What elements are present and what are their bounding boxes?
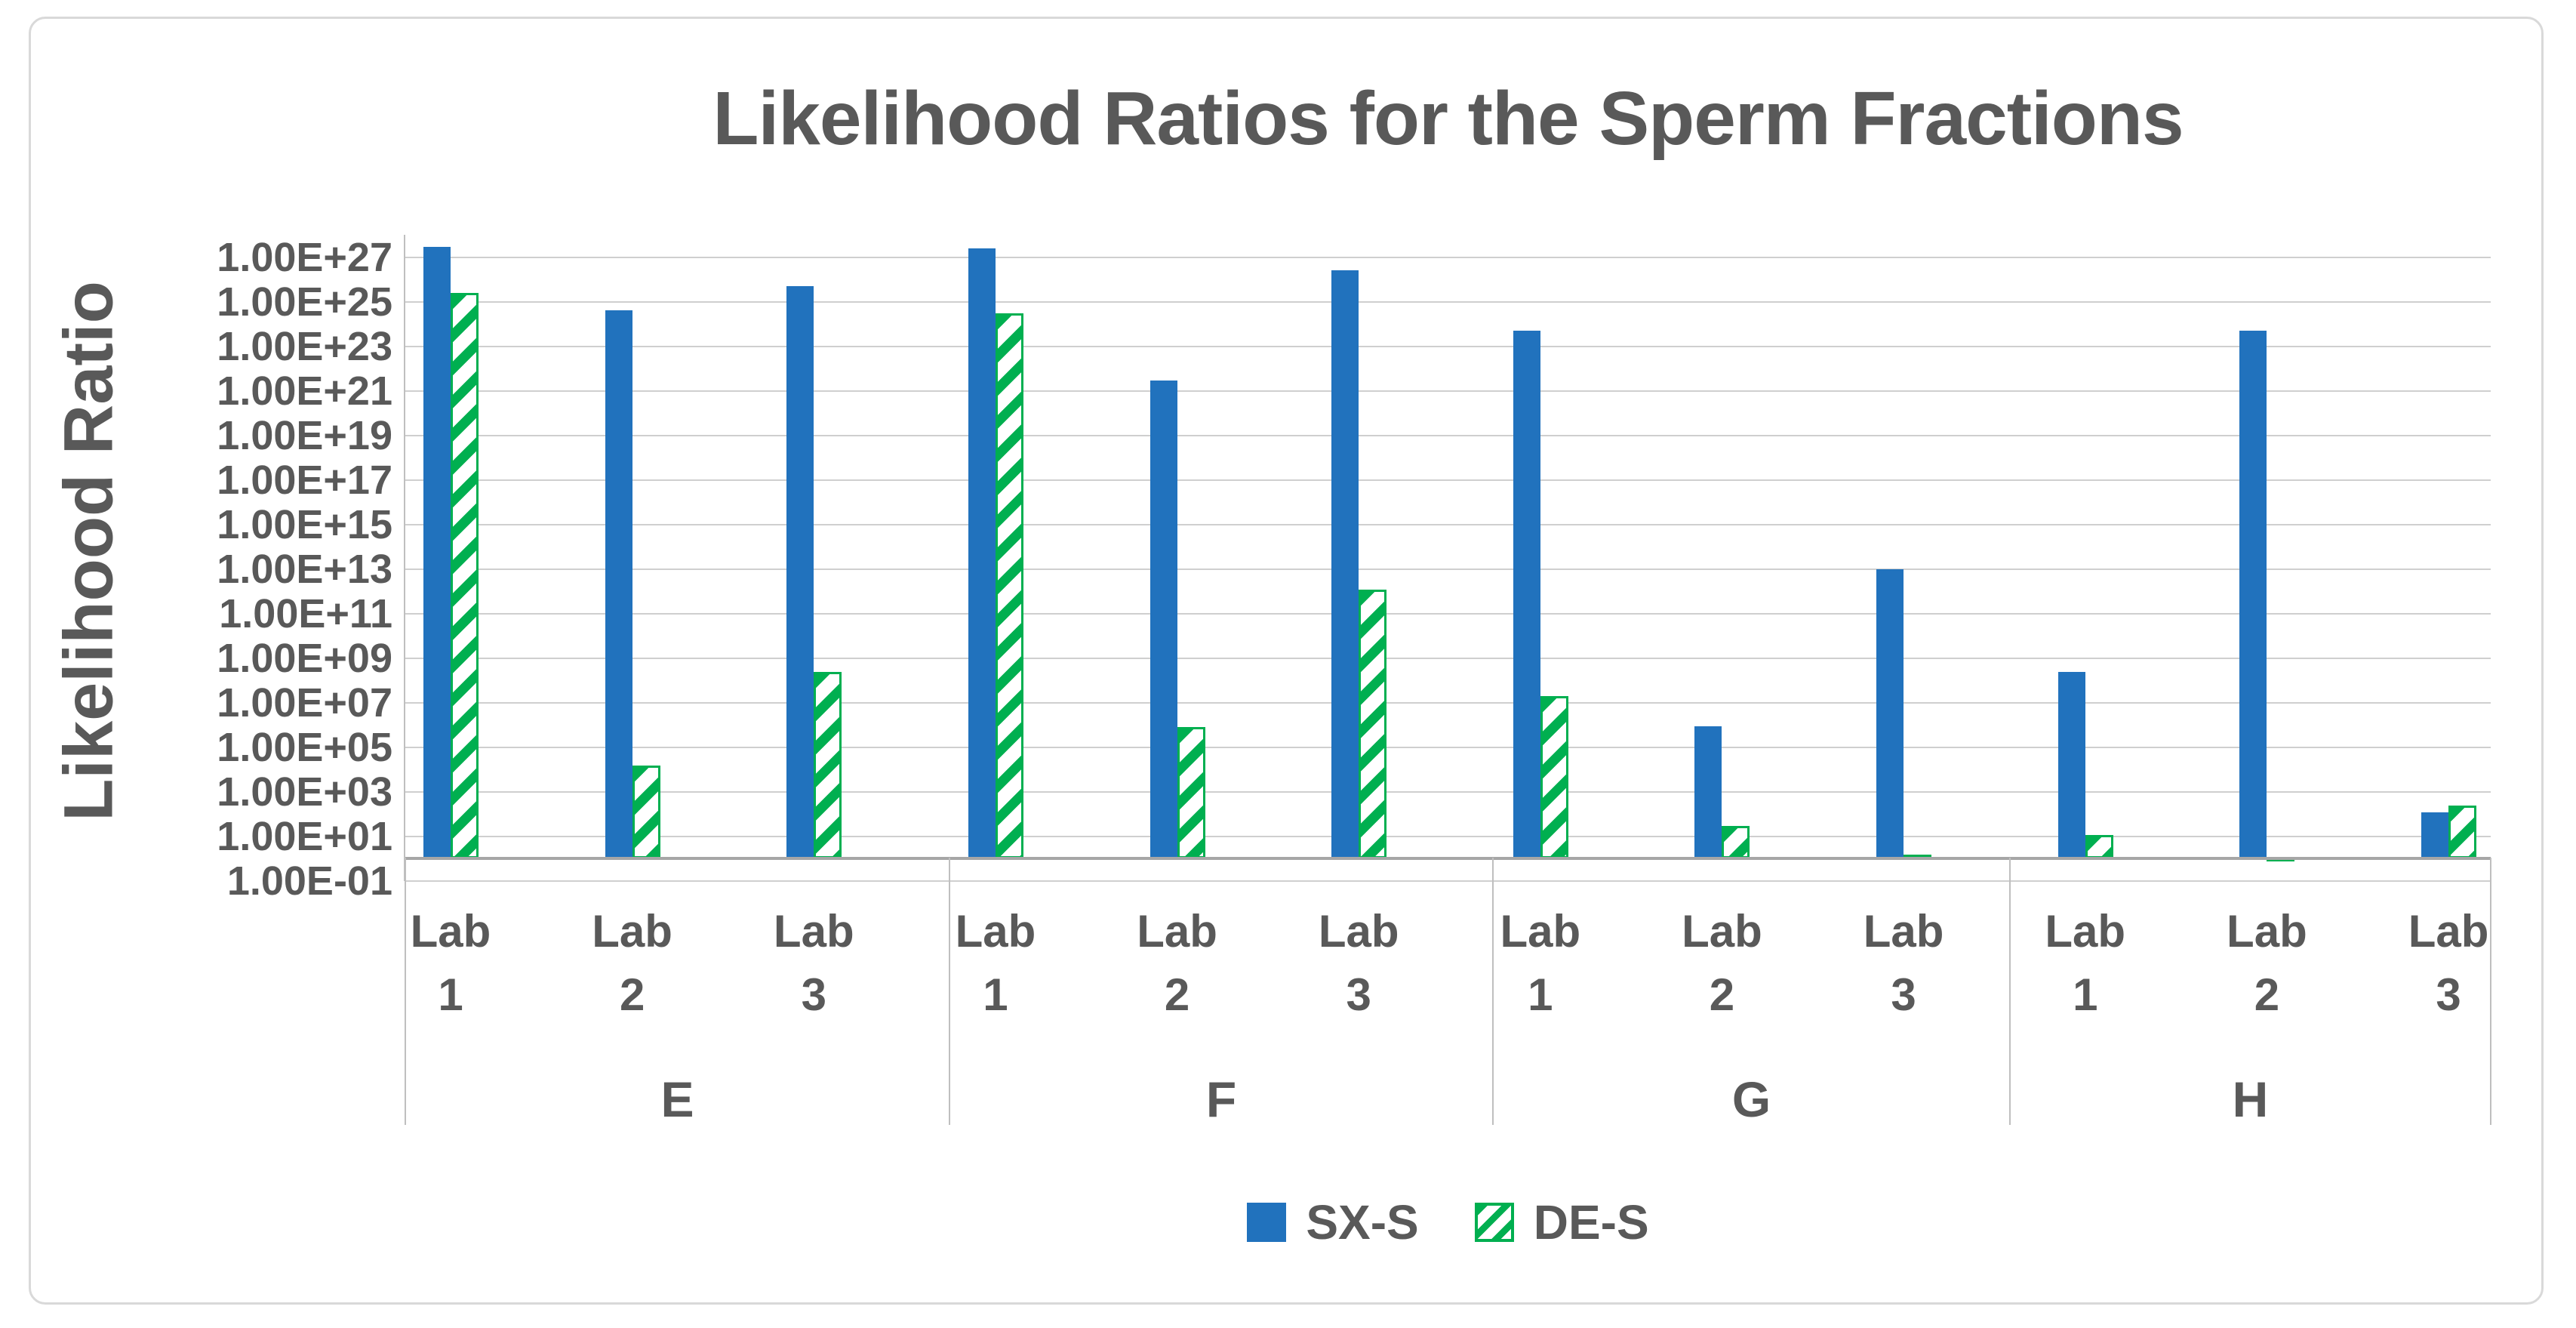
chart-title: Likelihood Ratios for the Sperm Fraction…	[712, 76, 2184, 161]
group-separator	[1492, 858, 1494, 1125]
bar-de-s-lab2	[1177, 727, 1205, 859]
y-tick-label: 1.00E+03	[217, 769, 392, 815]
x-axis-group-label-f: F	[1205, 1071, 1237, 1127]
gridline-1.00E-01	[405, 880, 2491, 882]
y-tick-label: 1.00E+07	[217, 679, 392, 726]
x-axis-lab-label: Lab 3	[2408, 906, 2489, 1020]
group-separator	[405, 858, 406, 1125]
y-tick-label: 1.00E+01	[217, 813, 392, 859]
bar-sx-s-lab1	[968, 248, 996, 859]
legend-label: SX-S	[1306, 1195, 1419, 1249]
gridline-1.00E+07	[405, 701, 2491, 704]
group-separator	[2009, 858, 2011, 1125]
bar-de-s-lab2	[1722, 825, 1750, 859]
x-axis-lab-label: Lab 3	[1318, 906, 1399, 1020]
x-axis-lab-label: Lab 2	[1682, 906, 1762, 1020]
x-axis-group-label-g: G	[1731, 1071, 1771, 1127]
gridline-1.00E+11	[405, 612, 2491, 615]
bar-de-s-lab1	[995, 313, 1023, 859]
x-axis-lab-label: Lab 3	[773, 906, 854, 1020]
y-tick-label: 1.00E+17	[217, 457, 392, 503]
bar-de-s-lab1	[1540, 695, 1568, 859]
gridline-1.00E+27	[405, 256, 2491, 258]
gridline-1.00E+09	[405, 657, 2491, 659]
bar-sx-s-lab3	[786, 285, 814, 859]
x-axis-group-label-h: H	[2232, 1071, 2269, 1127]
legend-swatch-hatched-icon	[1474, 1203, 1514, 1242]
bar-sx-s-lab1	[423, 247, 451, 859]
y-tick-label: 1.00E+21	[217, 368, 392, 414]
x-axis-group-label-e: E	[660, 1071, 694, 1127]
bar-sx-s-lab3	[1876, 568, 1904, 859]
x-axis-lab-label: Lab 2	[2227, 906, 2307, 1020]
bar-sx-s-lab2	[2239, 330, 2267, 859]
y-tick-label: 1.00E+09	[217, 635, 392, 681]
y-tick-label: 1.00E+27	[217, 234, 392, 280]
group-separator	[949, 858, 950, 1125]
gridline-1.00E+17	[405, 479, 2491, 481]
x-axis-lab-label: Lab 3	[1863, 906, 1944, 1020]
y-tick-label: 1.00E+19	[217, 412, 392, 458]
bar-de-s-lab3	[2448, 805, 2477, 859]
y-tick-label: 1.00E+15	[217, 501, 392, 547]
bar-sx-s-lab2	[1150, 380, 1177, 859]
category-axis-baseline	[405, 857, 2491, 861]
x-axis-lab-label: Lab 1	[2045, 906, 2126, 1020]
y-tick-label: 1.00E+25	[217, 279, 392, 325]
bar-sx-s-lab3	[1331, 270, 1359, 859]
bar-de-s-lab1	[2085, 834, 2113, 859]
gridline-1.00E+19	[405, 434, 2491, 436]
legend-item-de-s: DE-S	[1474, 1194, 1649, 1250]
bar-sx-s-lab2	[1694, 726, 1722, 859]
gridline-1.00E+21	[405, 390, 2491, 392]
x-axis-lab-label: Lab 1	[955, 906, 1036, 1020]
bar-de-s-lab3	[1359, 589, 1387, 859]
bar-sx-s-lab2	[605, 310, 632, 859]
y-tick-label: 1.00E+05	[217, 724, 392, 770]
x-axis-lab-label: Lab 1	[410, 906, 491, 1020]
gridline-1.00E+23	[405, 345, 2491, 347]
legend-label: DE-S	[1533, 1195, 1649, 1249]
gridline-1.00E+05	[405, 746, 2491, 748]
gridline-1.00E+01	[405, 835, 2491, 837]
y-tick-label: 1.00E+23	[217, 323, 392, 369]
gridline-1.00E+03	[405, 790, 2491, 793]
legend: SX-S DE-S	[405, 1194, 2491, 1250]
gridline-1.00E+15	[405, 523, 2491, 525]
y-tick-label: 1.00E-01	[226, 858, 392, 904]
bar-de-s-lab1	[451, 292, 479, 859]
bar-de-s-lab2	[632, 766, 660, 859]
bar-de-s-lab3	[814, 671, 842, 859]
bar-sx-s-lab1	[1513, 330, 1540, 859]
gridline-1.00E+25	[405, 300, 2491, 303]
x-axis-lab-label: Lab 2	[592, 906, 672, 1020]
group-separator	[2490, 858, 2491, 1125]
legend-item-sx-s: SX-S	[1247, 1194, 1419, 1250]
y-axis-line	[404, 235, 405, 881]
bar-sx-s-lab1	[2057, 671, 2085, 859]
y-tick-label: 1.00E+13	[217, 546, 392, 592]
y-tick-label: 1.00E+11	[219, 590, 392, 636]
x-axis-lab-label: Lab 1	[1500, 906, 1581, 1020]
bar-sx-s-lab3	[2421, 812, 2449, 859]
gridline-1.00E+13	[405, 568, 2491, 570]
x-axis-lab-label: Lab 2	[1137, 906, 1217, 1020]
legend-swatch-solid-icon	[1247, 1203, 1287, 1242]
